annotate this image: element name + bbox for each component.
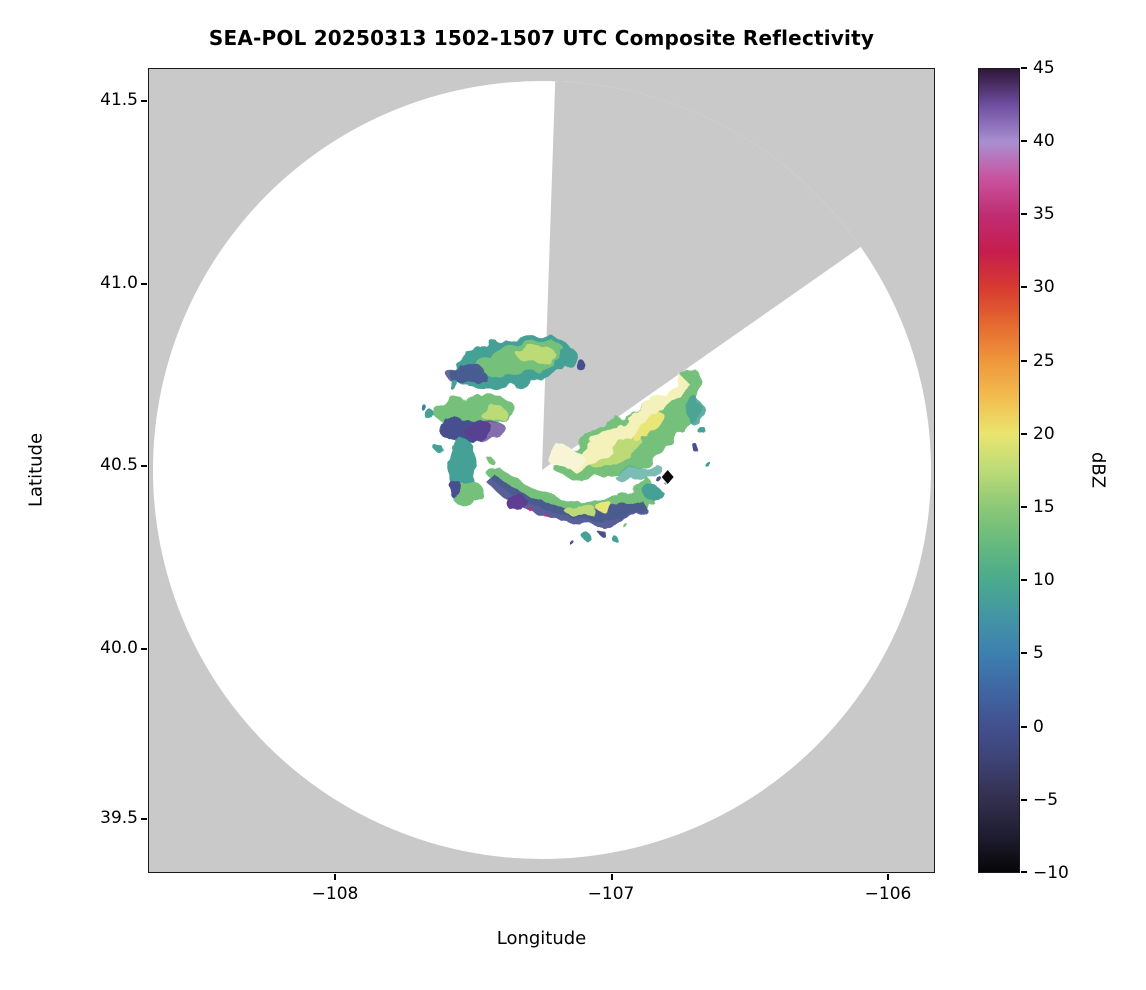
x-tick-label: −106 — [864, 884, 912, 904]
x-tick-label: −108 — [311, 884, 359, 904]
echo-speck — [656, 476, 663, 483]
x-tick-mark — [887, 874, 889, 880]
echo-region-south — [484, 465, 663, 525]
colorbar-tick-mark — [1021, 726, 1027, 728]
echo-blob — [479, 406, 508, 421]
colorbar-tick-label: 25 — [1033, 351, 1055, 371]
echo-speck — [704, 461, 711, 468]
echo-speck — [699, 428, 708, 437]
y-tick-label: 40.0 — [100, 638, 138, 658]
colorbar-tick-label: 0 — [1033, 717, 1044, 737]
colorbar-tick-mark — [1021, 213, 1027, 215]
echo-speck — [558, 347, 577, 366]
y-tick-mark — [141, 818, 147, 820]
colorbar-tick-mark — [1021, 799, 1027, 801]
echo-speckles-south — [570, 525, 631, 547]
plot-title: SEA-POL 20250313 1502-1507 UTC Composite… — [208, 26, 875, 50]
y-tick-label: 41.5 — [100, 90, 138, 110]
echo-speck — [692, 444, 700, 452]
x-tick-mark — [334, 874, 336, 880]
echo-blob — [446, 363, 487, 386]
colorbar-tick-label: 35 — [1033, 204, 1055, 224]
y-tick-label: 41.0 — [100, 273, 138, 293]
colorbar-tick-label: 40 — [1033, 131, 1055, 151]
echo-blob — [563, 503, 596, 516]
colorbar-tick-label: 5 — [1033, 643, 1044, 663]
colorbar-tick-label: 10 — [1033, 570, 1055, 590]
y-tick-mark — [141, 648, 147, 650]
colorbar-tick-mark — [1021, 871, 1027, 873]
echo-region-west — [435, 394, 515, 507]
colorbar-tick-label: −10 — [1033, 863, 1069, 883]
plot-area — [148, 68, 935, 873]
echo-blob — [516, 346, 556, 363]
y-tick-label: 40.5 — [100, 455, 138, 475]
echo-speck — [529, 507, 535, 513]
colorbar-tick-label: −5 — [1033, 790, 1059, 810]
echo-speck — [450, 381, 461, 392]
colorbar-gradient — [978, 68, 1020, 873]
colorbar-tick-mark — [1021, 652, 1027, 654]
y-tick-label: 39.5 — [100, 808, 138, 828]
echo-blob — [547, 447, 582, 470]
colorbar-tick-label: 45 — [1033, 58, 1055, 78]
colorbar-tick-label: 30 — [1033, 277, 1055, 297]
y-tick-mark — [141, 465, 147, 467]
x-axis-label: Longitude — [496, 928, 587, 949]
echo-blob — [561, 374, 690, 472]
y-tick-mark — [141, 100, 147, 102]
colorbar-tick-label: 20 — [1033, 424, 1055, 444]
echo-speck — [426, 411, 437, 422]
y-tick-mark — [141, 283, 147, 285]
colorbar-tick-mark — [1021, 579, 1027, 581]
radar-site-marker — [661, 470, 674, 484]
echo-blob — [464, 421, 509, 442]
echo-blob — [447, 478, 462, 497]
echo-blob — [685, 396, 702, 425]
y-axis-label: Latitude — [25, 432, 47, 508]
x-tick-label: −107 — [587, 884, 635, 904]
echo-blob — [596, 502, 615, 513]
echo-speck — [485, 455, 492, 462]
colorbar-tick-mark — [1021, 433, 1027, 435]
echo-blob — [631, 411, 665, 441]
echo-blob — [588, 432, 643, 468]
echo-region-east — [547, 366, 711, 483]
colorbar-tick-mark — [1021, 140, 1027, 142]
x-tick-mark — [611, 874, 613, 880]
colorbar-tick-label: 15 — [1033, 497, 1055, 517]
colorbar-tick-mark — [1021, 506, 1027, 508]
colorbar-tick-mark — [1021, 286, 1027, 288]
echo-speck — [625, 525, 631, 531]
echo-blob — [616, 465, 664, 483]
echo-field — [421, 335, 711, 547]
colorbar-tick-mark — [1021, 67, 1027, 69]
echo-region-north — [446, 335, 586, 392]
echo-speck — [596, 527, 603, 534]
echo-speck — [421, 405, 428, 412]
colorbar-axis-label: dBZ — [1087, 451, 1109, 489]
echo-speck — [575, 360, 586, 371]
echo-speck — [570, 541, 576, 547]
echo-speck — [581, 531, 590, 540]
echo-speck — [544, 513, 549, 518]
echo-speck — [434, 444, 443, 453]
echo-blob — [642, 486, 663, 499]
colorbar-tick-mark — [1021, 360, 1027, 362]
radar-map — [152, 80, 932, 860]
echo-speck — [610, 534, 617, 541]
echo-blob — [505, 493, 528, 510]
